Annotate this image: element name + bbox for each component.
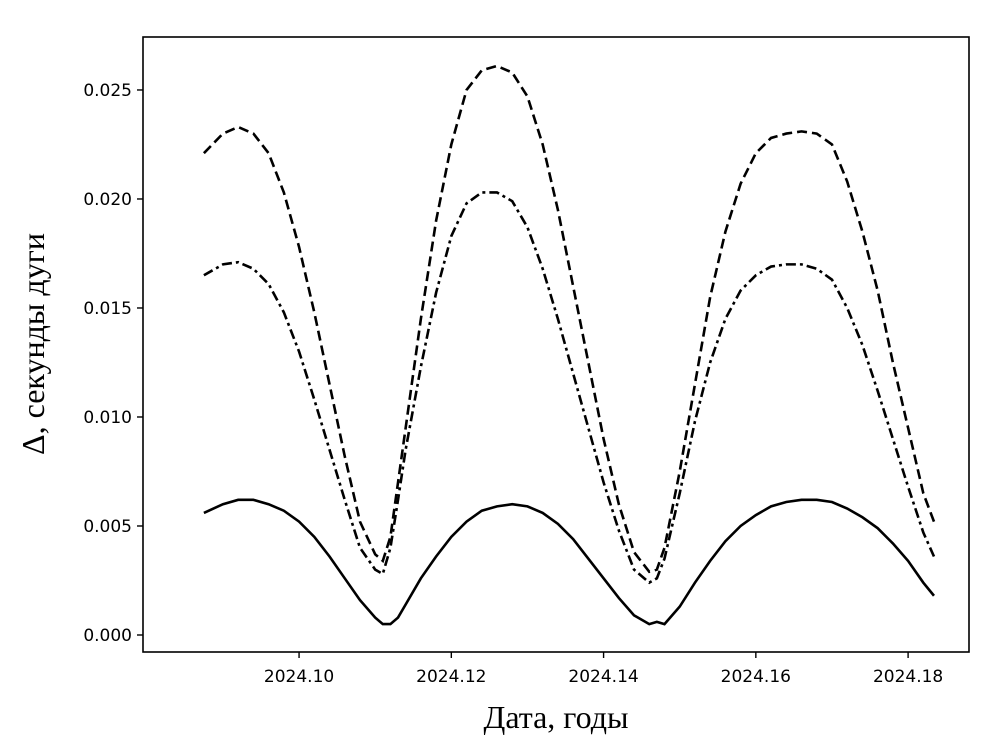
line-series bbox=[203, 498, 935, 626]
y-tick-label: 0.005 bbox=[83, 517, 132, 537]
x-tick-label: 2024.14 bbox=[568, 667, 638, 687]
line-series bbox=[203, 191, 936, 585]
y-axis-label: Δ, секунды дуги bbox=[15, 233, 51, 455]
x-tick-label: 2024.18 bbox=[873, 667, 943, 687]
y-tick-label: 0.010 bbox=[83, 408, 132, 428]
x-axis-label: Дата, годы bbox=[484, 699, 629, 735]
x-tick-label: 2024.12 bbox=[416, 667, 486, 687]
y-tick-label: 0.020 bbox=[83, 190, 132, 210]
plot-frame bbox=[142, 36, 970, 653]
x-tick-label: 2024.16 bbox=[721, 667, 791, 687]
y-tick-label: 0.025 bbox=[83, 81, 132, 101]
line-series bbox=[202, 64, 936, 574]
y-tick-label: 0.000 bbox=[83, 626, 132, 646]
y-tick-label: 0.015 bbox=[83, 299, 132, 319]
x-tick-label: 2024.10 bbox=[264, 667, 334, 687]
